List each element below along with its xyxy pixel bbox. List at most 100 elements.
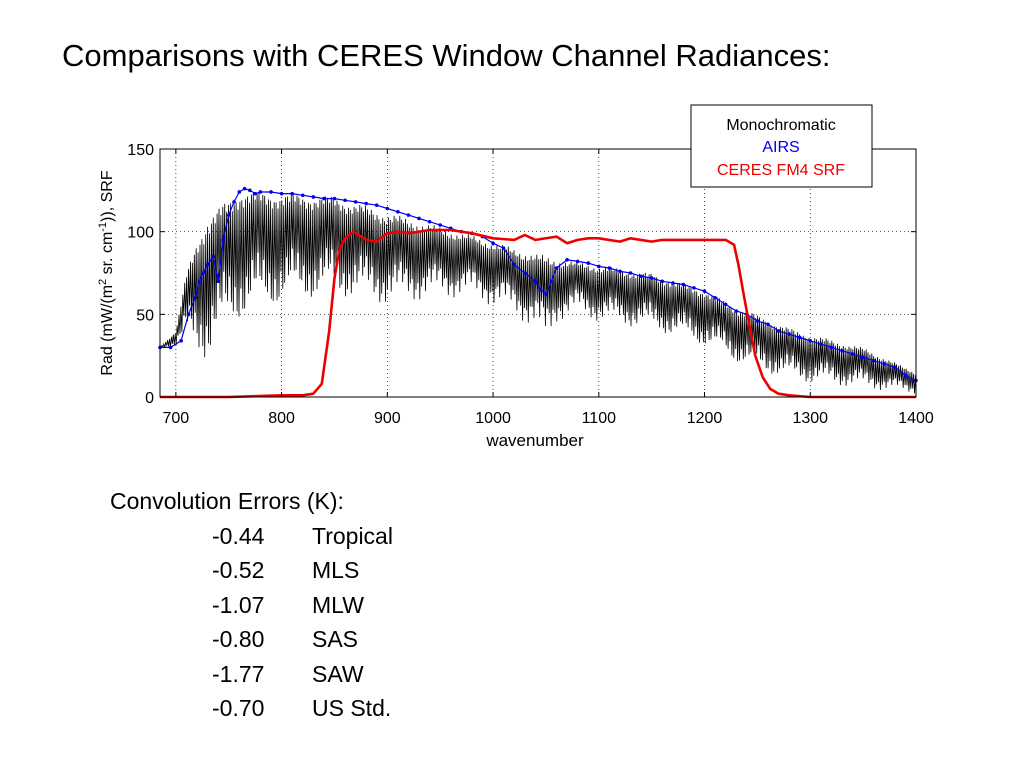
airs-point bbox=[850, 352, 855, 356]
error-value: -1.77 bbox=[212, 660, 265, 687]
error-value: -0.80 bbox=[212, 626, 265, 652]
x-tick-label: 900 bbox=[374, 410, 401, 427]
airs-point bbox=[179, 338, 183, 343]
airs-point bbox=[193, 296, 197, 300]
y-tick-label: 100 bbox=[127, 225, 154, 242]
airs-point bbox=[533, 279, 538, 284]
error-value: -1.07 bbox=[212, 591, 265, 618]
series-ceres-fm4-srf bbox=[160, 228, 916, 399]
airs-point bbox=[186, 312, 191, 317]
airs-point bbox=[491, 241, 495, 246]
error-row: -0.44 Tropical bbox=[110, 519, 393, 554]
airs-point bbox=[649, 276, 654, 280]
airs-point bbox=[671, 281, 675, 285]
y-tick-label: 0 bbox=[145, 390, 154, 407]
airs-point bbox=[544, 292, 548, 297]
airs-point bbox=[575, 259, 580, 264]
airs-point bbox=[332, 196, 337, 201]
airs-point bbox=[300, 193, 305, 198]
series-airs bbox=[160, 188, 917, 382]
airs-point bbox=[639, 274, 643, 279]
error-profile: SAS bbox=[312, 626, 359, 652]
error-row: -0.52 MLS bbox=[110, 553, 393, 588]
error-profile: MLW bbox=[312, 591, 364, 618]
airs-point bbox=[808, 338, 813, 343]
error-value: -0.70 bbox=[212, 695, 265, 721]
airs-point bbox=[723, 302, 728, 307]
airs-point bbox=[903, 373, 908, 378]
airs-point bbox=[586, 261, 591, 265]
airs-point bbox=[607, 266, 612, 270]
radiance-chart: 700 800 900 1000 1100 1200 1300 1400 0 50 100 150 w… bbox=[97, 104, 934, 450]
airs-point bbox=[829, 345, 834, 350]
airs-point bbox=[417, 216, 421, 221]
series-monochromatic bbox=[159, 192, 916, 394]
airs-point bbox=[385, 206, 390, 211]
airs-point bbox=[702, 289, 707, 293]
convolution-errors: Convolution Errors (K): -0.44 Tropical -… bbox=[110, 484, 393, 726]
legend-entry-airs: AIRS bbox=[762, 139, 799, 156]
airs-point bbox=[660, 279, 665, 284]
airs-point bbox=[258, 190, 263, 194]
airs-point bbox=[322, 196, 326, 201]
airs-point bbox=[248, 188, 252, 193]
errors-heading: Convolution Errors (K): bbox=[110, 488, 344, 514]
chart-plot-area bbox=[158, 186, 918, 399]
legend-entry-monochromatic: Monochromatic bbox=[726, 117, 835, 134]
error-row: -0.80 SAS bbox=[110, 622, 393, 657]
airs-point bbox=[438, 223, 442, 227]
airs-point bbox=[882, 362, 887, 366]
error-row: -1.77 SAW bbox=[110, 657, 393, 692]
airs-point bbox=[797, 335, 802, 340]
x-tick-label: 700 bbox=[163, 410, 190, 427]
error-profile: MLS bbox=[312, 557, 360, 583]
airs-point bbox=[168, 345, 173, 350]
airs-point bbox=[221, 238, 226, 242]
airs-point bbox=[353, 200, 358, 204]
airs-point bbox=[396, 210, 400, 214]
airs-point bbox=[861, 355, 865, 360]
airs-point bbox=[681, 282, 686, 287]
x-axis-label: wavenumber bbox=[485, 431, 584, 450]
airs-point bbox=[713, 296, 717, 300]
y-tick-label: 50 bbox=[136, 307, 154, 324]
airs-point bbox=[776, 329, 781, 333]
airs-point bbox=[406, 213, 411, 217]
airs-point bbox=[269, 190, 273, 194]
axis-labels: wavenumber Rad (mW/(m2 sr. cm-1)), SRF bbox=[97, 170, 584, 450]
airs-point bbox=[596, 264, 601, 269]
airs-point bbox=[522, 271, 527, 275]
error-row: -1.07 MLW bbox=[110, 588, 393, 623]
airs-point bbox=[755, 319, 760, 323]
airs-point bbox=[201, 271, 206, 275]
y-tick-label: 150 bbox=[127, 142, 154, 159]
airs-point bbox=[549, 279, 554, 284]
x-tick-label: 1300 bbox=[792, 410, 828, 427]
error-value: -0.52 bbox=[212, 557, 265, 583]
airs-point bbox=[565, 257, 569, 262]
airs-point bbox=[205, 262, 210, 267]
airs-point bbox=[893, 365, 897, 370]
airs-point bbox=[554, 266, 559, 270]
chart-axes: 700 800 900 1000 1100 1200 1300 1400 0 50 100 150 bbox=[127, 142, 934, 427]
x-tick-label: 800 bbox=[268, 410, 295, 427]
airs-point bbox=[819, 342, 823, 346]
airs-point bbox=[734, 309, 739, 313]
airs-point bbox=[766, 322, 770, 327]
x-tick-label: 1100 bbox=[582, 410, 617, 427]
airs-point bbox=[692, 286, 696, 290]
airs-point bbox=[840, 348, 844, 353]
airs-point bbox=[242, 186, 247, 191]
legend-entry-ceres: CERES FM4 SRF bbox=[717, 162, 845, 179]
error-profile: US Std. bbox=[312, 695, 392, 721]
error-value: -0.44 bbox=[212, 522, 265, 549]
airs-point bbox=[427, 219, 432, 224]
airs-point bbox=[871, 358, 876, 363]
airs-point bbox=[197, 279, 201, 284]
airs-point bbox=[226, 213, 231, 217]
airs-point bbox=[237, 190, 242, 194]
airs-point bbox=[216, 279, 220, 284]
airs-point bbox=[512, 262, 517, 267]
airs-point bbox=[628, 271, 633, 275]
y-axis-label: Rad (mW/(m2 sr. cm-1)), SRF bbox=[97, 170, 116, 375]
